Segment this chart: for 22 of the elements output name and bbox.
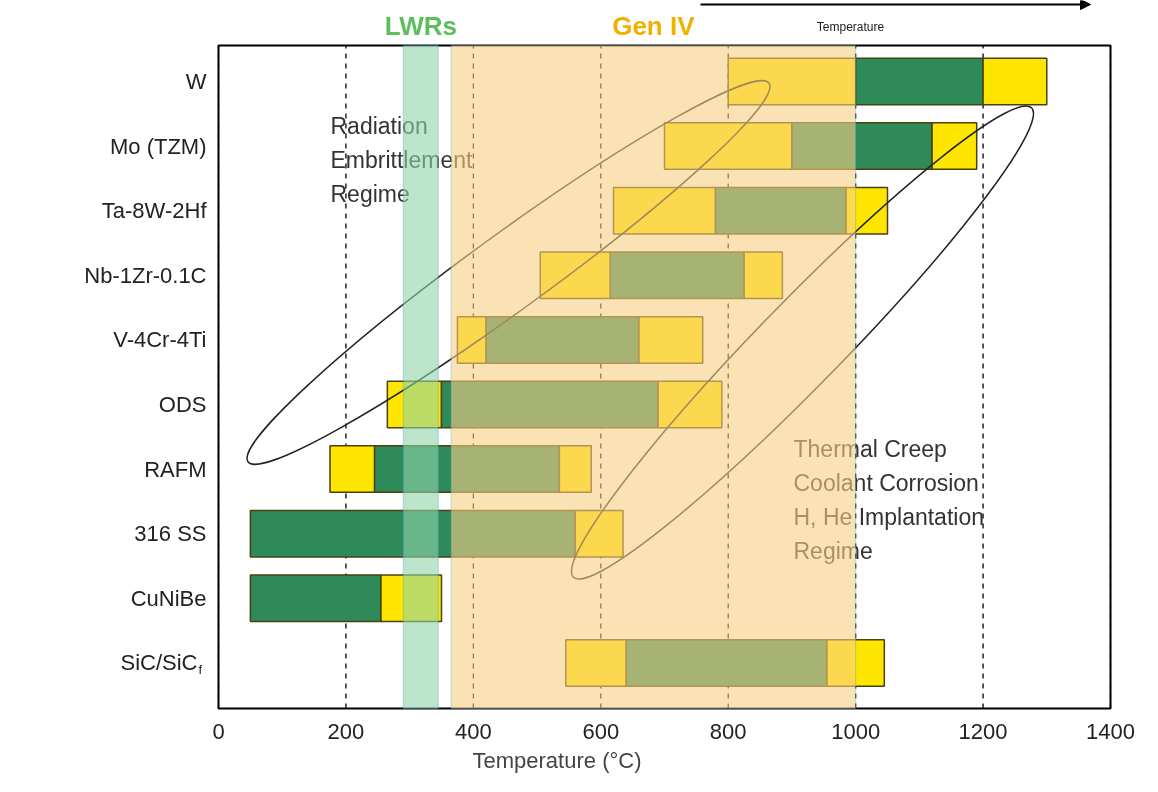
y-tick-label: Mo (TZM) [109, 133, 207, 159]
y-tick-label: RAFM [144, 456, 207, 482]
x-tick-label: 600 [582, 718, 620, 744]
y-tick-label: W [185, 69, 207, 94]
band-label: LWRs [384, 10, 457, 41]
x-tick-label: 1400 [1086, 718, 1135, 744]
y-tick-label: ODS [158, 392, 207, 417]
x-tick-label: 0 [212, 718, 225, 744]
y-tick-label: 316 SS [134, 521, 207, 547]
y-tick-label: V-4Cr-4Ti [113, 327, 207, 353]
annotation: Radiation Embrittlement Regime [330, 112, 473, 207]
x-tick-label: 800 [709, 718, 747, 744]
band-label: Gen IV [612, 10, 696, 41]
x-tick-label: 1200 [958, 718, 1008, 744]
y-tick-label: Nb-1Zr-0.1C [84, 262, 207, 288]
text: Temperature [816, 19, 885, 34]
x-tick-label: 400 [455, 718, 492, 744]
x-tick-label: 200 [327, 718, 365, 744]
x-axis-title: Temperature (°C) [472, 747, 642, 773]
y-tick-label: Ta-8W-2Hf [101, 198, 208, 224]
x-tick-label: 1000 [831, 718, 881, 744]
y-tick-label: CuNiBe [130, 585, 207, 611]
